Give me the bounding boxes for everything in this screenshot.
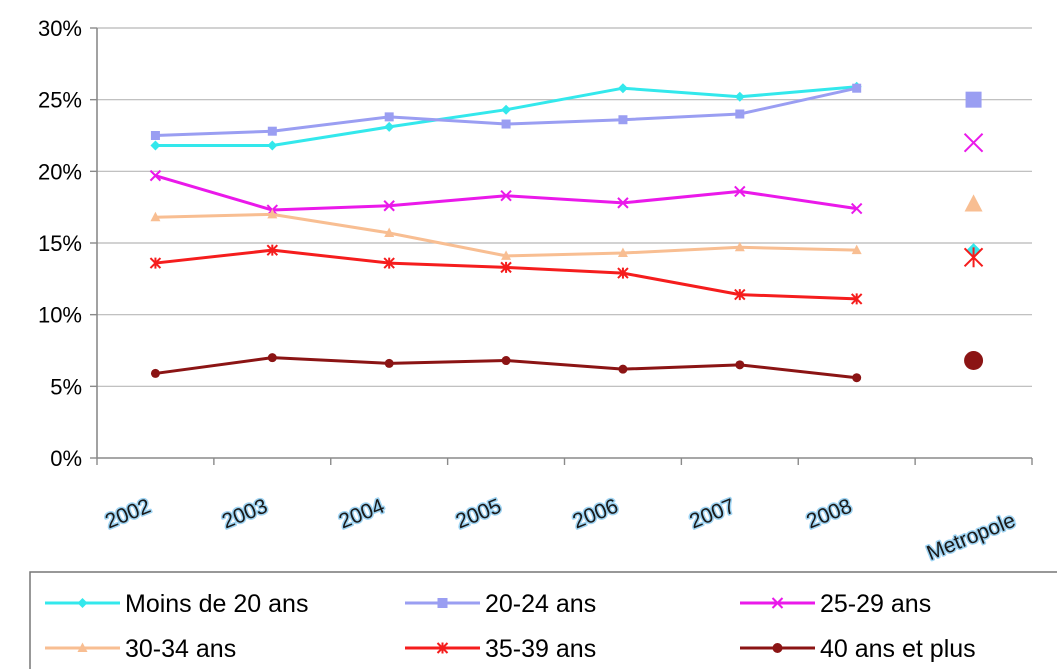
data-point — [150, 140, 161, 151]
legend-item: 25-29 ans — [740, 590, 931, 618]
x-tick-label: 2007 — [686, 495, 738, 534]
data-point — [267, 353, 277, 363]
y-axis-tick-labels: 0% 5% 10% 15% 20% 25% 30% — [38, 16, 82, 471]
legend-item: 30-34 ans — [45, 635, 236, 663]
data-point — [617, 83, 628, 94]
y-tick-label: 30% — [38, 16, 82, 41]
x-tick-label: Metropole — [924, 509, 1019, 565]
y-tick-label: 0% — [50, 446, 82, 471]
legend-label: 35-39 ans — [485, 635, 596, 663]
data-point — [150, 211, 161, 222]
x-tick-label: 2005 — [453, 495, 505, 534]
legend-item: 20-24 ans — [405, 590, 596, 618]
data-point — [77, 642, 88, 652]
legend-label: 40 ans et plus — [820, 635, 976, 663]
data-point — [150, 368, 160, 378]
data-point — [266, 244, 279, 256]
series-line — [155, 174, 857, 212]
x-tick-label: 2004 — [336, 494, 388, 533]
data-point — [735, 360, 745, 370]
data-point — [77, 598, 88, 608]
x-tick-label: 2008 — [803, 495, 855, 534]
data-point — [734, 288, 746, 301]
data-point — [850, 293, 863, 305]
data-point — [734, 185, 746, 198]
legend-label: Moins de 20 ans — [125, 590, 308, 618]
legend: Moins de 20 ans 20-24 ans 25-29 ans 30-34 a… — [29, 571, 1057, 669]
data-point — [267, 208, 278, 219]
x-tick-label: 2006 — [570, 495, 622, 534]
data-point — [617, 197, 629, 209]
y-tick-label: 5% — [50, 374, 82, 399]
series-moins-de-20-ans — [150, 81, 981, 258]
data-point — [618, 364, 628, 374]
axes — [90, 27, 1033, 465]
y-tick-label: 20% — [38, 159, 82, 184]
data-point — [964, 351, 984, 371]
series-group — [149, 81, 984, 383]
data-point — [501, 356, 511, 366]
data-point — [384, 112, 394, 122]
data-point — [618, 115, 628, 125]
data-point — [500, 189, 512, 202]
data-point — [149, 257, 162, 269]
legend-item: 35-39 ans — [405, 635, 596, 663]
data-point — [734, 241, 745, 252]
data-point — [267, 140, 278, 151]
data-point — [963, 247, 984, 268]
data-point — [735, 109, 745, 119]
data-point — [384, 358, 394, 368]
series-35-39-ans — [149, 244, 984, 305]
data-point — [852, 373, 862, 383]
data-point — [734, 91, 745, 102]
data-point — [500, 261, 512, 274]
series-40-ans-et-plus — [150, 351, 984, 383]
data-point — [617, 267, 629, 279]
data-point — [149, 169, 162, 182]
data-point — [617, 247, 628, 258]
legend-box — [29, 571, 1057, 669]
data-point — [851, 244, 862, 255]
x-axis-tick-labels: 2002 2003 2004 2005 2006 2007 2008 Metropole — [101, 493, 1021, 567]
legend-label: 30-34 ans — [125, 635, 236, 663]
data-point — [150, 131, 160, 140]
data-point — [850, 202, 863, 215]
data-point — [501, 119, 511, 129]
y-tick-label: 10% — [38, 303, 82, 328]
x-tick-label: 2003 — [219, 495, 271, 534]
gridlines — [97, 27, 1032, 387]
legend-item: Moins de 20 ans — [45, 590, 308, 618]
data-point — [437, 598, 448, 608]
y-tick-label: 25% — [38, 88, 82, 113]
data-point — [964, 194, 983, 212]
data-point — [771, 597, 784, 609]
data-point — [772, 643, 783, 653]
series-line — [155, 212, 857, 258]
legend-label: 20-24 ans — [485, 590, 596, 618]
data-point — [501, 250, 512, 260]
legend-item: 40 ans et plus — [740, 635, 976, 663]
data-point — [501, 104, 512, 115]
series-line — [155, 85, 857, 148]
data-point — [436, 642, 449, 654]
data-point — [852, 83, 862, 93]
data-point — [965, 91, 982, 108]
data-point — [384, 227, 395, 237]
legend-label: 25-29 ans — [820, 590, 931, 618]
data-point — [384, 121, 395, 132]
data-point — [383, 200, 395, 212]
x-tick-label: 2002 — [102, 495, 154, 534]
data-point — [383, 257, 395, 269]
series-30-34-ans — [150, 194, 983, 260]
series-20-24-ans — [150, 83, 982, 140]
data-point — [267, 126, 277, 136]
data-point — [963, 132, 984, 153]
y-tick-label: 15% — [38, 231, 82, 256]
